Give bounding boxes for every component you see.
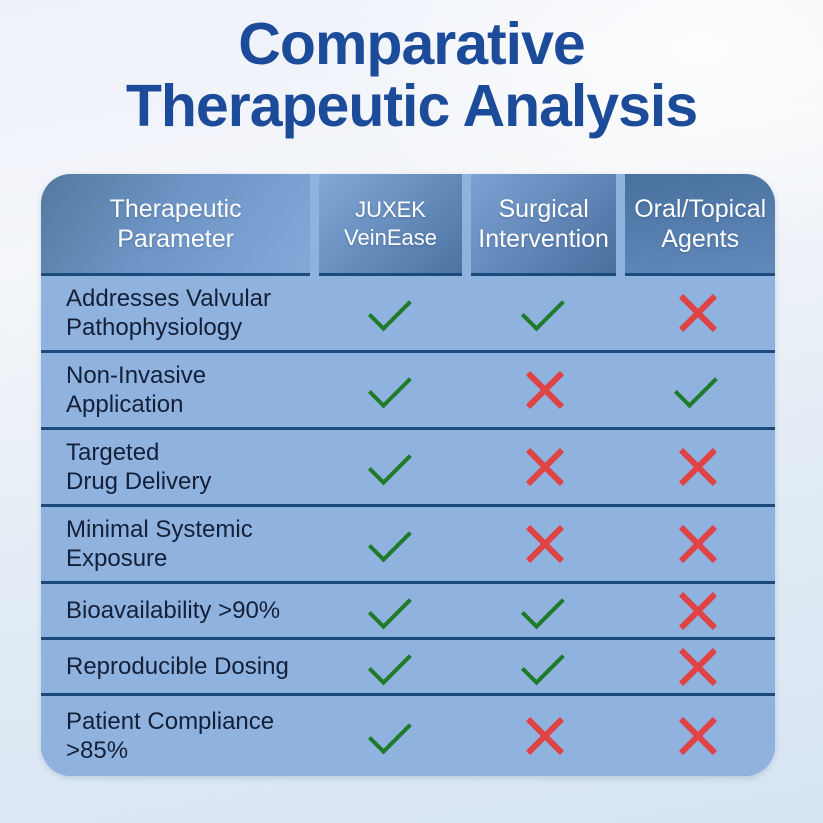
table-row: Addresses Valvular Pathophysiology: [41, 276, 775, 350]
cross-icon: [523, 445, 567, 489]
cross-cell: [622, 714, 775, 758]
parameter-label: Non-Invasive Application: [66, 362, 207, 418]
check-cell: [315, 585, 468, 629]
parameter-label: Reproducible Dosing: [66, 653, 289, 680]
table-body: Addresses Valvular Pathophysiology Non-Inv…: [41, 276, 775, 776]
cross-icon: [676, 445, 720, 489]
cross-icon: [523, 368, 567, 412]
check-cell: [622, 364, 775, 409]
header-label-line: Parameter: [117, 224, 234, 253]
page-title-line-1: Comparative: [238, 11, 585, 77]
header-label-line: Agents: [661, 224, 740, 253]
header-cell-therapeutic-parameter: Therapeutic Parameter: [41, 174, 311, 276]
check-icon: [520, 585, 565, 629]
cross-icon: [676, 645, 720, 689]
cross-cell: [622, 445, 775, 489]
table-row: Targeted Drug Delivery: [41, 427, 775, 504]
header-cell-oral-topical-agents: Oral/Topical Agents: [625, 174, 775, 276]
check-cell: [468, 641, 621, 685]
cross-icon: [523, 522, 567, 566]
page-title-line-2: Therapeutic Analysis: [125, 73, 698, 139]
cross-cell: [622, 589, 775, 633]
header-label-line: Oral/Topical: [634, 194, 767, 223]
check-icon: [674, 364, 719, 409]
check-icon: [367, 287, 412, 332]
cross-cell: [468, 714, 621, 758]
table-row: Bioavailability >90%: [41, 581, 775, 637]
check-cell: [315, 641, 468, 685]
header-cell-surgical-intervention: Surgical Intervention: [470, 174, 617, 276]
cross-cell: [622, 291, 775, 335]
check-icon: [367, 441, 412, 486]
cross-cell: [622, 522, 775, 566]
page-title: Comparative Therapeutic Analysis: [0, 13, 823, 137]
check-icon: [367, 518, 412, 563]
check-cell: [315, 518, 468, 563]
check-icon: [367, 641, 412, 685]
comparison-table: Therapeutic Parameter JUXEK VeinEase Sur…: [41, 174, 775, 776]
cross-icon: [676, 589, 720, 633]
cross-cell: [622, 645, 775, 689]
check-cell: [315, 364, 468, 409]
check-cell: [315, 710, 468, 755]
table-row: Minimal Systemic Exposure: [41, 504, 775, 581]
check-cell: [315, 441, 468, 486]
header-label-line: VeinEase: [344, 224, 438, 250]
check-cell: [468, 287, 621, 332]
header-cell-juxek-veinease: JUXEK VeinEase: [319, 174, 462, 276]
check-icon: [367, 710, 412, 755]
cross-cell: [468, 445, 621, 489]
table-header-row: Therapeutic Parameter JUXEK VeinEase Sur…: [41, 174, 775, 276]
check-icon: [520, 287, 565, 332]
cross-cell: [468, 522, 621, 566]
check-icon: [367, 585, 412, 629]
cross-icon: [676, 291, 720, 335]
parameter-label: Patient Compliance >85%: [66, 708, 275, 764]
header-label-line: Therapeutic: [109, 194, 242, 223]
check-icon: [367, 364, 412, 409]
table-row: Non-Invasive Application: [41, 350, 775, 427]
cross-icon: [676, 714, 720, 758]
cross-icon: [523, 714, 567, 758]
parameter-label: Minimal Systemic Exposure: [66, 516, 253, 572]
header-label-line: Surgical: [498, 194, 589, 223]
parameter-label: Targeted Drug Delivery: [66, 439, 212, 495]
parameter-label: Bioavailability >90%: [66, 597, 281, 624]
table-row: Patient Compliance >85%: [41, 693, 775, 776]
cross-icon: [676, 522, 720, 566]
check-cell: [468, 585, 621, 629]
parameter-label: Addresses Valvular Pathophysiology: [66, 285, 271, 341]
header-label-line: Intervention: [478, 224, 609, 253]
cross-cell: [468, 368, 621, 412]
header-label-line: JUXEK: [355, 196, 426, 222]
check-cell: [315, 287, 468, 332]
table-row: Reproducible Dosing: [41, 637, 775, 693]
check-icon: [520, 641, 565, 685]
